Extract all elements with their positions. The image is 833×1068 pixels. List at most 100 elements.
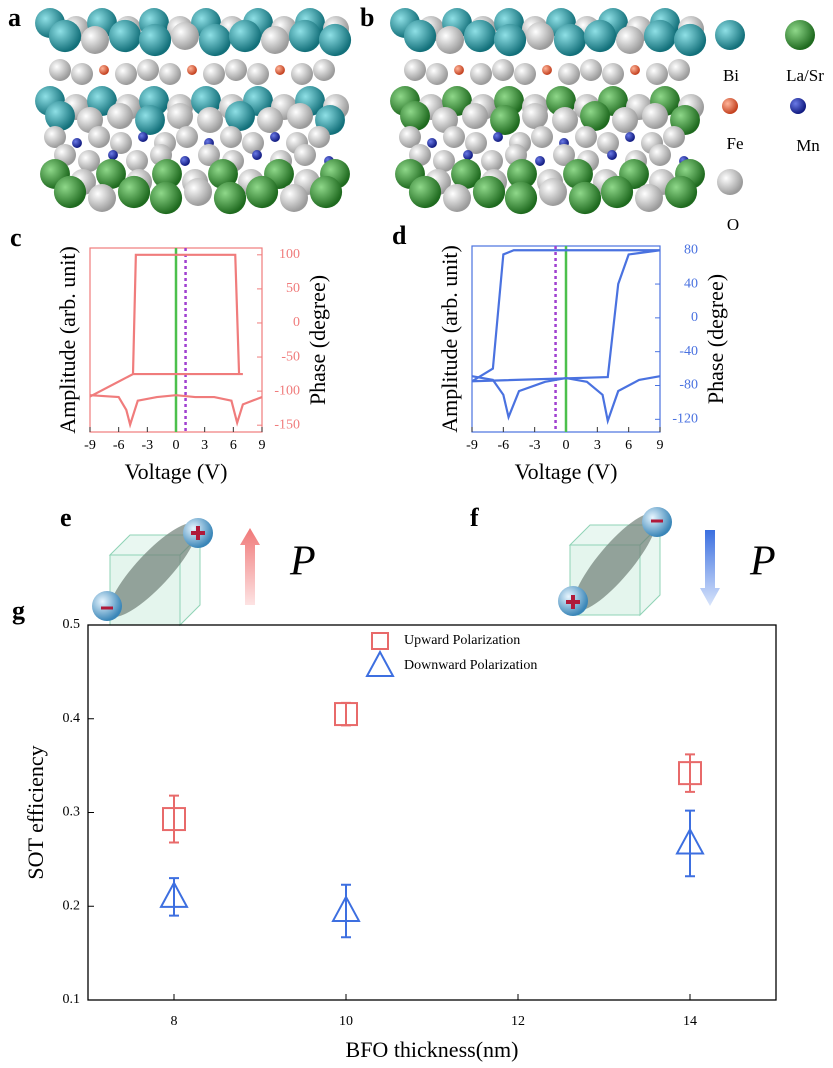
atom: [558, 63, 580, 85]
atom-icon: [790, 98, 806, 114]
atom: [275, 65, 285, 75]
atom: [531, 126, 553, 148]
atom: [137, 59, 159, 81]
y2-tick-label: 40: [684, 276, 698, 291]
dipole-schematic: [92, 518, 260, 627]
atom: [245, 175, 279, 209]
atom: [600, 175, 634, 209]
axis-title: Phase (degree): [305, 275, 330, 405]
atom: [149, 181, 183, 215]
atom-icon: [715, 20, 745, 50]
atom: [663, 126, 685, 148]
atom: [225, 59, 247, 81]
atom: [252, 150, 262, 160]
atom: [225, 101, 255, 131]
atom: [171, 22, 199, 50]
marker: [331, 894, 361, 922]
y2-tick-label: 80: [684, 242, 698, 257]
marker: [678, 761, 702, 786]
y-tick-label: 0.4: [63, 711, 81, 726]
atom-name: Fe: [727, 134, 744, 153]
atom: [213, 181, 247, 215]
atom: [463, 150, 473, 160]
atomic-structures: [35, 8, 707, 215]
y2-tick-label: -40: [679, 344, 698, 359]
atom: [294, 144, 316, 166]
y-tick-label: 0.3: [63, 805, 81, 820]
atom: [635, 184, 663, 212]
legend-label: Upward Polarization: [404, 633, 520, 648]
atom: [71, 63, 93, 85]
atom: [138, 132, 148, 142]
panel-label: c: [10, 223, 22, 252]
atom: [96, 159, 126, 189]
atom: [99, 65, 109, 75]
y2-tick-label: -80: [679, 378, 698, 393]
atom: [399, 126, 421, 148]
atom: [187, 65, 197, 75]
y2-tick-label: 50: [286, 281, 300, 296]
atom-icon: [785, 20, 815, 50]
panel-label: f: [470, 503, 479, 532]
polarization-symbol: P: [289, 539, 316, 585]
atom: [44, 126, 66, 148]
data-line: [89, 394, 263, 429]
atom-icon: [722, 98, 738, 114]
y-tick-label: 0.5: [63, 617, 81, 632]
x-tick-label: 14: [683, 1014, 697, 1029]
y2-tick-label: 0: [293, 315, 300, 330]
axis-title: Amplitude (arb. unit): [437, 245, 462, 433]
x-tick-label: -9: [84, 438, 96, 453]
atom: [309, 175, 343, 209]
atom: [646, 63, 668, 85]
atom: [110, 132, 132, 154]
y2-tick-label: -50: [281, 349, 300, 364]
atom-name: Bi: [723, 66, 739, 85]
atom: [117, 175, 151, 209]
atom: [208, 159, 238, 189]
atom: [49, 59, 71, 81]
atom: [197, 107, 223, 133]
panel-label: g: [12, 596, 25, 625]
atom: [493, 132, 503, 142]
atom: [535, 156, 545, 166]
atom-name: La/Sr: [786, 66, 824, 85]
atom: [583, 19, 617, 53]
atom: [443, 184, 471, 212]
data-line: [471, 249, 661, 383]
atom: [553, 144, 575, 166]
atom: [597, 132, 619, 154]
atom: [180, 156, 190, 166]
atom: [649, 144, 671, 166]
atom: [580, 59, 602, 81]
x-tick-label: -6: [497, 438, 509, 453]
atom: [53, 175, 87, 209]
atom: [403, 19, 437, 53]
atom: [427, 138, 437, 148]
atom: [48, 19, 82, 53]
atom: [625, 132, 635, 142]
legend-marker: [365, 649, 395, 677]
atom: [539, 178, 567, 206]
atom: [313, 59, 335, 81]
atom: [198, 144, 220, 166]
atom: [504, 181, 538, 215]
atom: [404, 59, 426, 81]
atom: [612, 107, 638, 133]
polarization-symbol: P: [749, 539, 776, 585]
legend-label: Downward Polarization: [404, 658, 537, 673]
atom: [436, 26, 464, 54]
atom: [288, 19, 322, 53]
x-tick-label: -3: [141, 438, 153, 453]
atom: [522, 103, 548, 129]
atom: [507, 159, 537, 189]
atom: [167, 103, 193, 129]
x-tick-label: -9: [466, 438, 478, 453]
atom: [463, 19, 497, 53]
error-bar: [169, 794, 179, 844]
x-tick-label: 6: [625, 438, 632, 453]
x-tick-label: 3: [594, 438, 601, 453]
atom-name: O: [727, 215, 739, 234]
y2-tick-label: -100: [274, 383, 300, 398]
